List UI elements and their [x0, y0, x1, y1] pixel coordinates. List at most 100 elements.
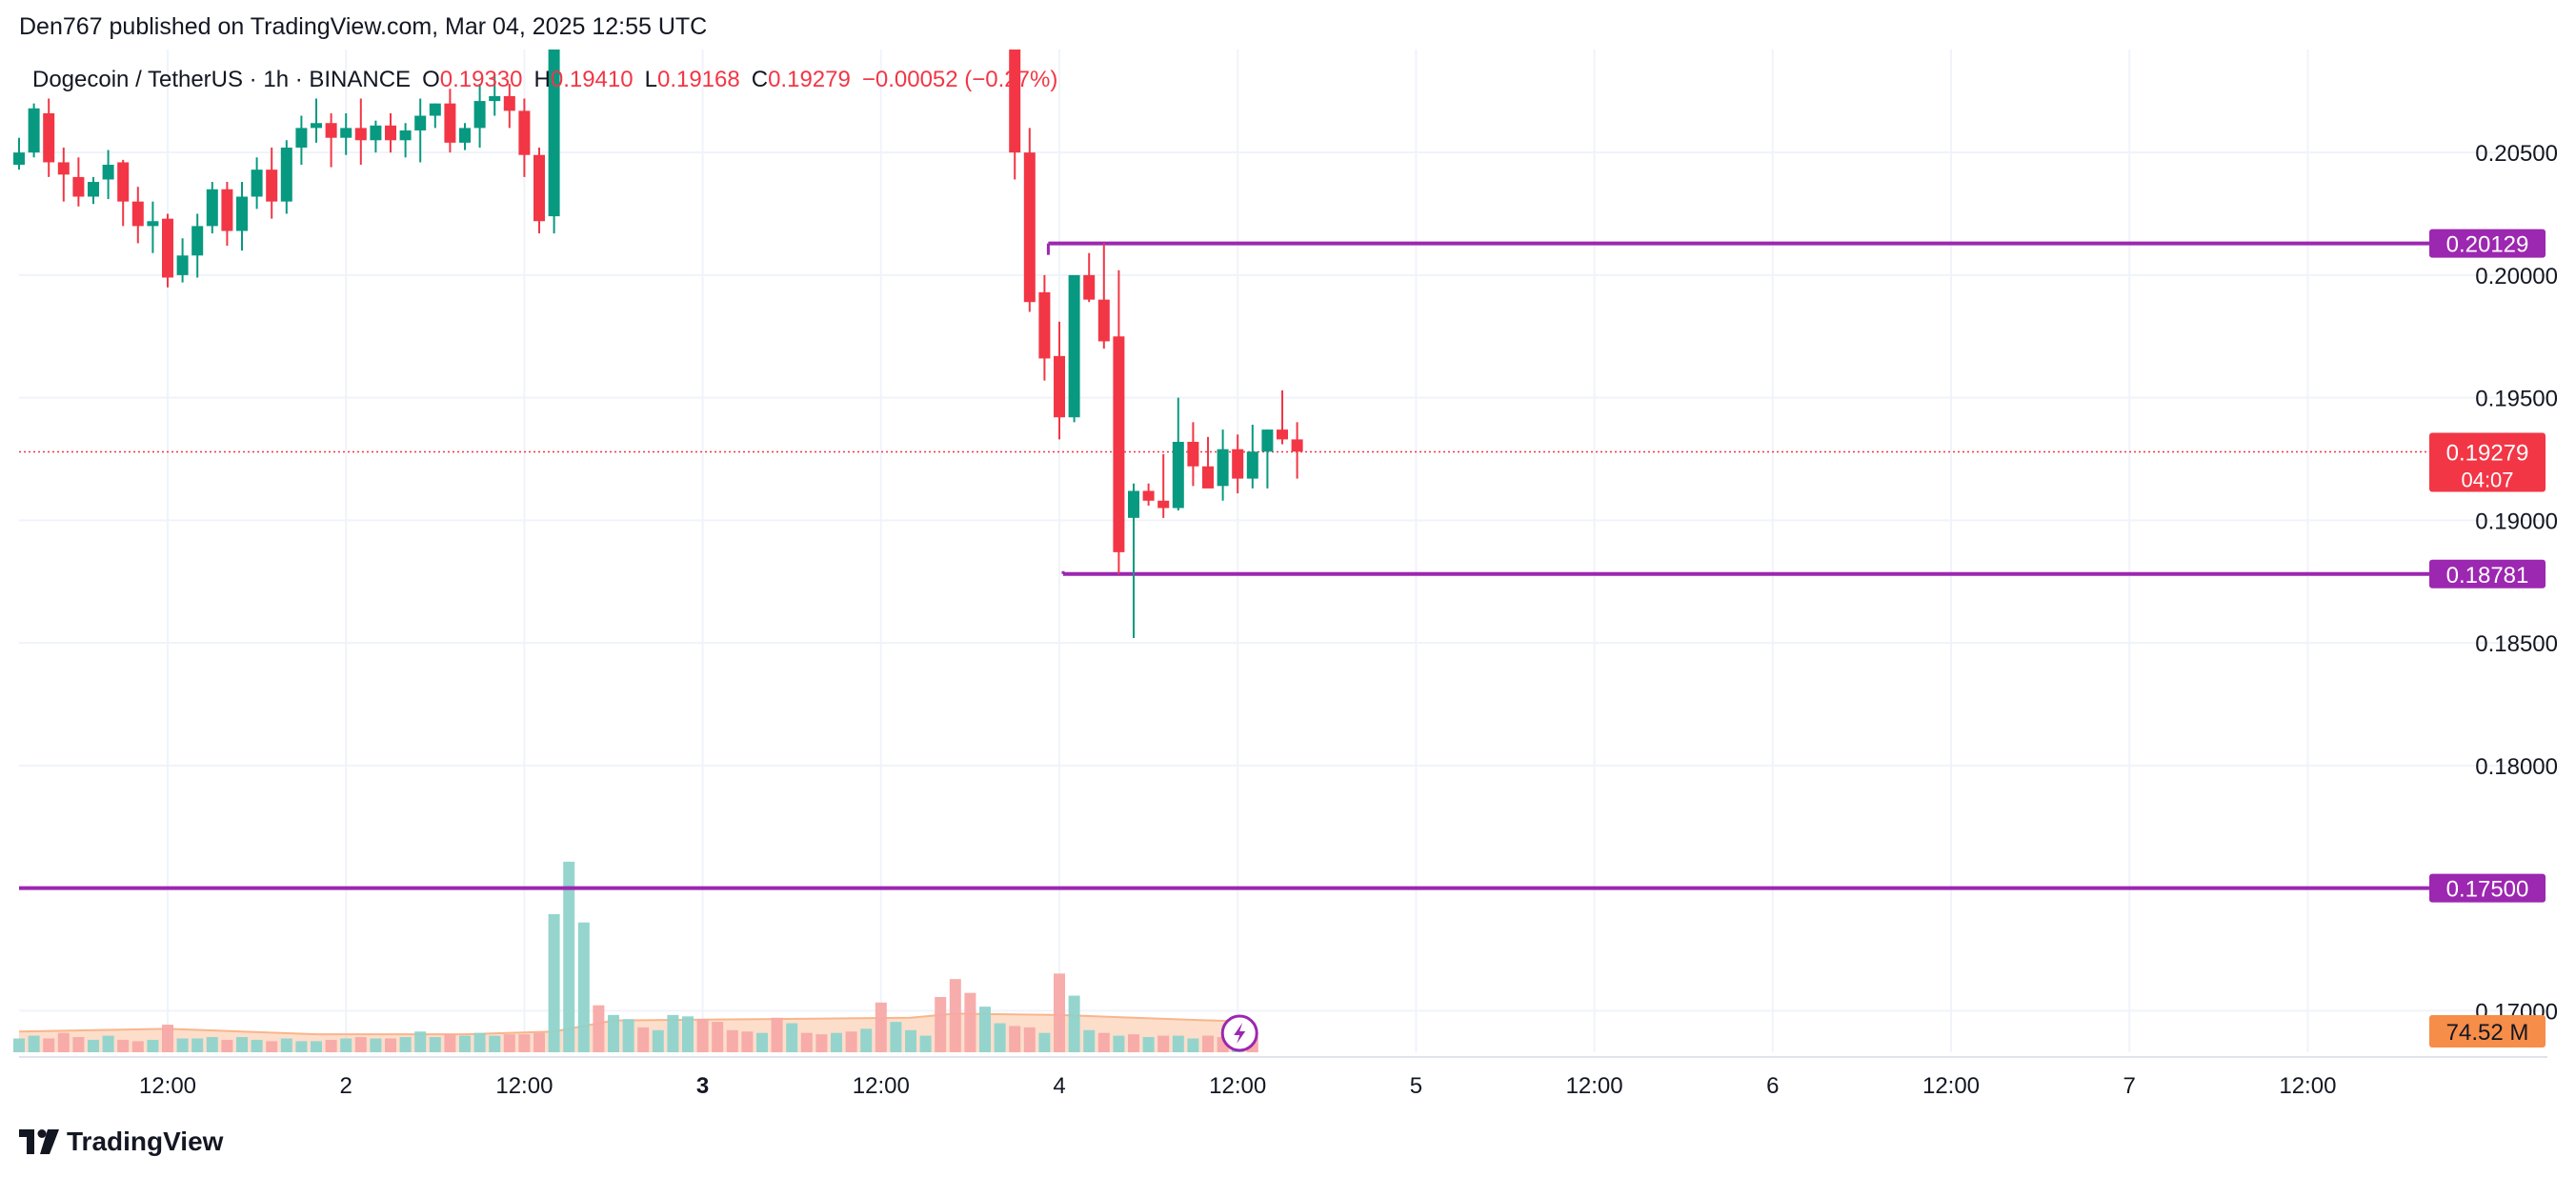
volume-pane — [13, 861, 1258, 1052]
candle-body — [325, 123, 337, 138]
candle-body — [1128, 490, 1139, 518]
volume-bar — [637, 1027, 650, 1052]
volume-bar — [473, 1032, 486, 1052]
level-price-label: 0.20129 — [2446, 232, 2529, 258]
time-axis: 12:00 2 12:00 3 12:00 4 12:00 5 12:00 6 12:00 7 12:0… — [139, 1073, 2336, 1099]
volume-bar — [1097, 1032, 1110, 1052]
time-axis-label: 12:00 — [495, 1073, 553, 1099]
level-price-label: 0.17500 — [2446, 877, 2529, 903]
volume-bar — [1202, 1035, 1214, 1052]
legend-open-label: O — [422, 67, 440, 92]
candle-body — [102, 165, 114, 180]
candle-body — [399, 130, 412, 141]
volume-bar — [1054, 973, 1065, 1052]
volume-bar — [325, 1039, 337, 1052]
volume-bar — [875, 1002, 887, 1052]
time-axis-label: 5 — [1410, 1073, 1422, 1099]
volume-bar — [979, 1007, 991, 1052]
legend-change: −0.00052 (−0.27%) — [861, 67, 1058, 92]
candle-body — [1157, 500, 1170, 509]
candle-body — [131, 201, 144, 227]
candle-body — [280, 147, 292, 202]
candle-body — [1142, 490, 1155, 501]
candle-body — [385, 125, 396, 141]
tradingview-brand[interactable]: TradingView — [19, 1127, 223, 1157]
volume-bar — [800, 1032, 813, 1052]
candle-body — [1187, 441, 1199, 467]
candle-body — [1217, 449, 1229, 487]
candle-body — [1097, 299, 1110, 342]
candle-body — [221, 189, 233, 231]
candle-body — [311, 123, 322, 129]
candle-body — [1113, 336, 1125, 552]
volume-bar — [57, 1032, 70, 1052]
time-axis-label: 6 — [1766, 1073, 1779, 1099]
candle-body — [340, 128, 352, 138]
volume-bar — [280, 1038, 292, 1052]
candle-body — [43, 112, 55, 163]
volume-bar — [1172, 1035, 1184, 1052]
volume-bar — [43, 1038, 55, 1052]
candle-body — [117, 162, 130, 202]
candle-body — [1202, 466, 1214, 489]
volume-bar — [354, 1037, 367, 1052]
volume-bar — [295, 1041, 308, 1052]
time-axis-label: 4 — [1053, 1073, 1065, 1099]
volume-bar — [162, 1025, 173, 1052]
candlestick-series — [13, 50, 1303, 638]
volume-bar — [1113, 1035, 1125, 1052]
candle-body — [1232, 449, 1244, 479]
volume-bar — [147, 1039, 159, 1052]
time-axis-label: 12:00 — [2279, 1073, 2336, 1099]
candle-body — [1083, 274, 1096, 300]
candle-body — [1291, 439, 1303, 452]
volume-bar — [311, 1041, 322, 1052]
volume-bar — [414, 1031, 427, 1052]
price-axis-label: 0.20000 — [2475, 264, 2558, 289]
realtime-marker — [1220, 1014, 1258, 1052]
volume-bar — [1068, 995, 1080, 1052]
price-axis-label: 0.18000 — [2475, 754, 2558, 780]
candle-body — [473, 101, 486, 129]
volume-bar — [919, 1035, 932, 1052]
price-axis-label: 0.18500 — [2475, 631, 2558, 657]
volume-bar — [206, 1037, 218, 1052]
volume-bar — [533, 1032, 545, 1052]
candle-body — [429, 103, 441, 116]
time-axis-label: 7 — [2123, 1073, 2136, 1099]
volume-bar — [13, 1038, 25, 1052]
candle-body — [176, 255, 189, 275]
volume-bar — [444, 1034, 456, 1052]
volume-bar — [518, 1034, 531, 1052]
candle-body — [533, 154, 545, 222]
volume-bar — [72, 1037, 85, 1052]
tradingview-logo-icon — [19, 1129, 59, 1154]
candle-body — [191, 226, 204, 256]
volume-bar — [815, 1034, 828, 1052]
candle-body — [236, 196, 248, 231]
volume-bar — [503, 1034, 515, 1052]
volume-bar — [726, 1029, 738, 1052]
volume-bar — [1038, 1032, 1051, 1052]
volume-bar — [1128, 1034, 1139, 1052]
volume-bar — [28, 1035, 40, 1052]
legend-close-value: 0.19279 — [768, 67, 851, 92]
candle-body — [147, 221, 159, 227]
horizontal-levels: 0.20129 0.18781 0.17500 — [19, 229, 2546, 903]
candle-body — [489, 95, 501, 102]
chart-grid — [19, 50, 2547, 1058]
time-axis-label: 12:00 — [853, 1073, 910, 1099]
candle-body — [162, 218, 173, 278]
volume-bar — [489, 1035, 501, 1052]
candle-body — [1261, 429, 1274, 452]
volume-bar — [102, 1035, 114, 1052]
volume-bar — [429, 1037, 441, 1052]
candle-body — [1038, 291, 1051, 359]
lightning-bolt — [1234, 1023, 1246, 1044]
level-price-badge — [2429, 873, 2546, 903]
candle-body — [57, 162, 70, 175]
volume-bar — [251, 1039, 263, 1052]
volume-bar — [712, 1022, 724, 1052]
volume-bar — [860, 1028, 873, 1052]
